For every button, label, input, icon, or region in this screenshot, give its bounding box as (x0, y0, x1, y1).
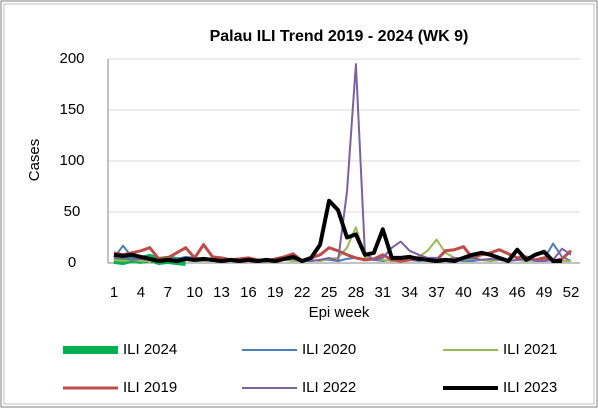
x-tick-label: 31 (374, 284, 391, 301)
x-tick-label: 25 (321, 284, 338, 301)
x-tick-label: 16 (240, 284, 257, 301)
x-tick-label: 40 (455, 284, 472, 301)
x-tick-label: 46 (509, 284, 526, 301)
x-tick-label: 37 (428, 284, 445, 301)
y-tick-label: 100 (59, 152, 84, 169)
frame-inner (3, 3, 595, 405)
x-tick-label: 19 (267, 284, 284, 301)
y-axis-label: Cases (26, 139, 43, 182)
series-line (113, 198, 562, 263)
x-tick-label: 1 (110, 284, 118, 301)
x-tick-label: 52 (563, 284, 580, 301)
legend-label: ILI 2021 (503, 341, 557, 358)
x-tick-label: 28 (348, 284, 365, 301)
x-tick-label: 10 (186, 284, 203, 301)
legend-label: ILI 2022 (302, 379, 356, 396)
y-tick-label: 200 (59, 50, 84, 67)
x-tick-label: 49 (536, 284, 553, 301)
y-tick-label: 0 (68, 254, 76, 271)
x-tick-label: 34 (401, 284, 418, 301)
x-tick-label: 43 (482, 284, 499, 301)
x-tick-label: 22 (294, 284, 311, 301)
legend-label: ILI 2020 (302, 341, 356, 358)
legend-label: ILI 2019 (123, 379, 177, 396)
x-tick-label: 4 (137, 284, 145, 301)
x-tick-label: 13 (213, 284, 230, 301)
series-line (113, 243, 573, 263)
legend-label: ILI 2023 (503, 379, 557, 396)
legend-label: ILI 2024 (123, 341, 177, 358)
x-tick-label: 7 (164, 284, 172, 301)
chart-title: Palau ILI Trend 2019 - 2024 (WK 9) (210, 28, 469, 45)
y-tick-label: 150 (59, 101, 84, 118)
y-tick-label: 50 (64, 203, 81, 220)
x-axis-label: Epi week (309, 304, 370, 321)
